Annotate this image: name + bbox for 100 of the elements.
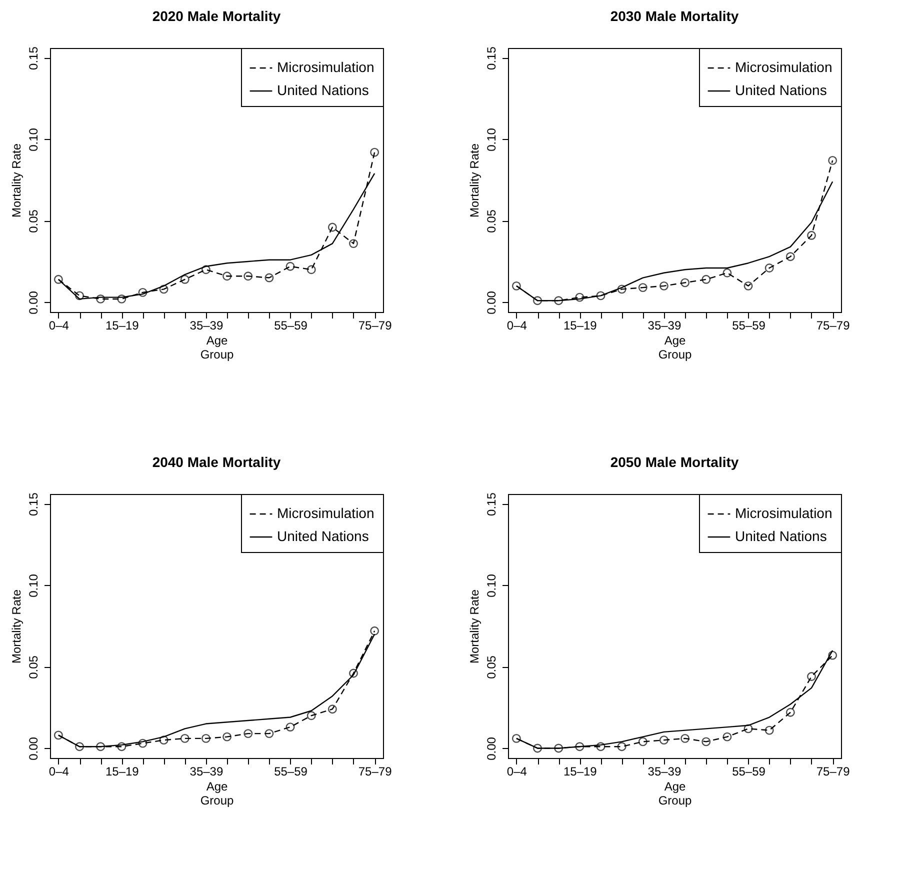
point (764, 264, 774, 272)
legend-label: United Nations (735, 528, 827, 544)
point (786, 252, 795, 262)
point (117, 294, 126, 304)
point (370, 148, 380, 157)
point (596, 742, 606, 752)
point (744, 281, 753, 290)
point (264, 273, 274, 282)
y-tick-label: 0.15 (26, 492, 40, 516)
y-tick-label: 0.05 (26, 209, 40, 233)
point (349, 668, 358, 678)
legend-label: Microsimulation (735, 59, 832, 75)
point (554, 744, 564, 753)
y-tick-label: 0.00 (484, 736, 498, 760)
point (138, 288, 148, 297)
point (617, 742, 626, 752)
point (96, 742, 106, 752)
point (306, 711, 316, 720)
point (722, 732, 732, 742)
x-tick-label: 75–79 (816, 764, 850, 778)
y-tick-label: 0.10 (484, 128, 498, 152)
point (328, 704, 337, 714)
y-tick-label: 0.10 (26, 574, 40, 598)
point (638, 283, 648, 292)
point (96, 294, 106, 304)
legend-label: Microsimulation (277, 505, 374, 521)
x-tick-label: 55–59 (732, 764, 766, 778)
y-tick-label: 0.10 (26, 128, 40, 152)
point (533, 744, 542, 753)
x-tick-label: 75–79 (358, 764, 392, 778)
point (328, 222, 337, 232)
point (180, 734, 190, 743)
point (828, 156, 838, 165)
point (702, 737, 711, 746)
point (575, 292, 584, 302)
x-tick-label: 75–79 (816, 318, 850, 332)
y-tick-label: 0.15 (484, 492, 498, 516)
point (159, 284, 168, 294)
point (744, 724, 753, 734)
x-tick-label: 55–59 (274, 318, 308, 332)
x-tick-label: 15–19 (563, 318, 598, 332)
point (702, 274, 711, 284)
point (222, 732, 232, 742)
point (638, 737, 648, 746)
x-tick-label: 0–4 (506, 764, 528, 778)
chart-title: 2020 Male Mortality (152, 8, 281, 24)
point (512, 734, 521, 743)
y-tick-label: 0.05 (26, 655, 40, 679)
point (75, 291, 84, 300)
x-axis-title: Age Group (658, 780, 692, 808)
y-tick-label: 0.15 (26, 46, 40, 70)
point (807, 230, 816, 240)
point (201, 734, 210, 743)
point (764, 726, 774, 735)
x-tick-label: 35–39 (648, 764, 682, 778)
point (617, 284, 626, 294)
point (680, 734, 690, 743)
point (180, 274, 190, 284)
point (244, 272, 253, 281)
point (596, 291, 606, 300)
legend-label: United Nations (277, 82, 369, 98)
legend-label: Microsimulation (277, 59, 374, 75)
point (138, 738, 148, 748)
x-axis-title: Age Group (658, 334, 692, 362)
point (786, 708, 795, 717)
x-tick-label: 55–59 (274, 764, 308, 778)
y-tick-label: 0.00 (26, 290, 40, 314)
point (54, 274, 63, 284)
y-tick-label: 0.15 (484, 46, 498, 70)
x-axis-title: Age Group (200, 334, 234, 362)
x-tick-label: 15–19 (105, 764, 140, 778)
x-axis-title: Age Group (200, 780, 234, 808)
point (722, 268, 732, 278)
chart-title: 2050 Male Mortality (610, 454, 739, 470)
point (659, 281, 668, 290)
y-tick-label: 0.05 (484, 209, 498, 233)
point (512, 281, 521, 290)
point (554, 296, 564, 306)
y-axis-title: Mortality Rate (10, 589, 24, 664)
x-tick-label: 35–39 (190, 318, 224, 332)
point (201, 265, 210, 274)
legend-label: Microsimulation (735, 505, 832, 521)
legend-label: United Nations (735, 82, 827, 98)
point (349, 239, 358, 248)
x-tick-label: 35–39 (190, 764, 224, 778)
x-tick-label: 55–59 (732, 318, 766, 332)
point (286, 722, 295, 732)
x-tick-label: 15–19 (563, 764, 598, 778)
point (828, 650, 838, 660)
y-axis-title: Mortality Rate (10, 143, 24, 218)
y-axis-title: Mortality Rate (468, 143, 482, 218)
point (222, 272, 232, 281)
point (807, 672, 816, 681)
point (244, 729, 253, 738)
y-tick-label: 0.05 (484, 655, 498, 679)
x-tick-label: 0–4 (506, 318, 528, 332)
point (286, 262, 295, 271)
x-tick-label: 75–79 (358, 318, 392, 332)
x-tick-label: 0–4 (48, 764, 70, 778)
point (306, 265, 316, 274)
